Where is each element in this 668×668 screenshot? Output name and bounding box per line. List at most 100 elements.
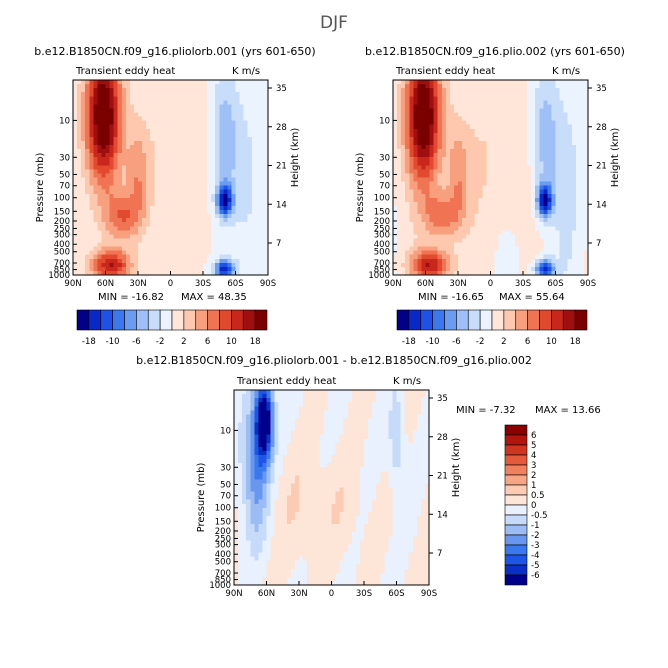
colorbar-label: 2 bbox=[501, 337, 506, 347]
field-cell bbox=[154, 161, 159, 166]
field-cell bbox=[527, 124, 532, 130]
field-cell bbox=[514, 84, 520, 89]
field-cell bbox=[498, 181, 504, 187]
field-cell bbox=[523, 238, 528, 243]
field-cell bbox=[555, 210, 560, 215]
field-cell bbox=[243, 185, 249, 191]
field-cell bbox=[182, 258, 188, 264]
field-cell bbox=[170, 149, 175, 154]
field-cell bbox=[433, 210, 439, 215]
field-cell bbox=[429, 165, 435, 170]
field-cell bbox=[445, 108, 451, 113]
field-cell bbox=[490, 266, 495, 272]
field-cell bbox=[251, 92, 257, 97]
field-cell bbox=[255, 169, 261, 174]
field-cell bbox=[470, 92, 475, 97]
field-cell bbox=[462, 116, 467, 122]
field-cell bbox=[575, 169, 581, 174]
field-cell bbox=[125, 185, 131, 191]
panel-plio: b.e12.B1850CN.f09_g16.plio.002 (yrs 601-… bbox=[355, 45, 625, 347]
field-cell bbox=[482, 205, 487, 211]
field-cell bbox=[490, 242, 495, 247]
field-cell bbox=[170, 189, 175, 195]
field-cell bbox=[170, 246, 175, 252]
field-cell bbox=[397, 145, 402, 150]
field-cell bbox=[441, 266, 447, 272]
field-cell bbox=[563, 226, 569, 231]
field-cell bbox=[494, 161, 500, 166]
field-cell bbox=[174, 189, 180, 195]
field-cell bbox=[194, 132, 200, 138]
field-cell bbox=[242, 414, 247, 419]
field-cell bbox=[242, 515, 247, 521]
field-cell bbox=[73, 262, 78, 268]
field-cell bbox=[154, 88, 159, 93]
field-cell bbox=[239, 124, 245, 130]
field-cell bbox=[449, 185, 455, 191]
field-cell bbox=[449, 80, 455, 85]
field-cell bbox=[417, 230, 422, 235]
field-cell bbox=[146, 149, 151, 154]
field-cell bbox=[85, 173, 90, 178]
field-cell bbox=[405, 246, 410, 252]
colorbar-swatch bbox=[242, 309, 256, 331]
field-cell bbox=[219, 258, 224, 264]
field-cell bbox=[462, 254, 467, 260]
field-cell bbox=[583, 149, 589, 154]
field-cell bbox=[207, 116, 212, 122]
field-cell bbox=[421, 246, 426, 252]
field-cell bbox=[563, 157, 569, 162]
field-cell bbox=[255, 153, 261, 158]
field-cell bbox=[133, 92, 139, 97]
field-cell bbox=[449, 165, 455, 170]
field-cell bbox=[203, 222, 208, 227]
field-cell bbox=[514, 201, 520, 207]
field-cell bbox=[397, 116, 402, 122]
field-cell bbox=[449, 120, 455, 126]
field-cell bbox=[563, 250, 569, 256]
field-cell bbox=[154, 222, 159, 227]
field-cell bbox=[227, 218, 232, 223]
field-cell bbox=[105, 173, 110, 178]
field-cell bbox=[73, 222, 78, 227]
field-cell bbox=[518, 197, 524, 203]
field-cell bbox=[238, 426, 243, 432]
field-cell bbox=[263, 84, 269, 89]
field-cell bbox=[523, 234, 528, 239]
field-cell bbox=[527, 169, 532, 174]
field-cell bbox=[211, 214, 216, 219]
field-cell bbox=[93, 104, 98, 109]
field-cell bbox=[227, 173, 232, 178]
field-cell bbox=[453, 234, 459, 239]
field-cell bbox=[142, 149, 147, 154]
field-cell bbox=[523, 218, 528, 223]
field-cell bbox=[571, 242, 577, 247]
field-cell bbox=[490, 108, 495, 113]
field-cell bbox=[518, 254, 524, 260]
field-cell bbox=[251, 96, 257, 101]
field-cell bbox=[150, 161, 155, 166]
field-cell bbox=[239, 242, 245, 247]
field-cell bbox=[417, 88, 422, 93]
field-cell bbox=[133, 230, 139, 235]
field-cell bbox=[238, 455, 243, 460]
field-cell bbox=[170, 234, 175, 239]
field-cell bbox=[547, 108, 552, 113]
field-cell bbox=[478, 177, 483, 182]
field-cell bbox=[393, 238, 398, 243]
field-cell bbox=[231, 132, 236, 138]
field-cell bbox=[109, 250, 115, 256]
field-cell bbox=[437, 193, 443, 199]
field-cell bbox=[154, 165, 159, 170]
field-cell bbox=[441, 84, 447, 89]
field-cell bbox=[174, 230, 180, 235]
field-cell bbox=[121, 120, 127, 126]
field-cell bbox=[186, 218, 192, 223]
field-cell bbox=[227, 161, 232, 166]
field-cell bbox=[198, 258, 204, 264]
field-cell bbox=[247, 258, 253, 264]
field-cell bbox=[190, 238, 196, 243]
field-cell bbox=[445, 104, 451, 109]
field-cell bbox=[539, 116, 544, 122]
field-cell bbox=[567, 201, 573, 207]
